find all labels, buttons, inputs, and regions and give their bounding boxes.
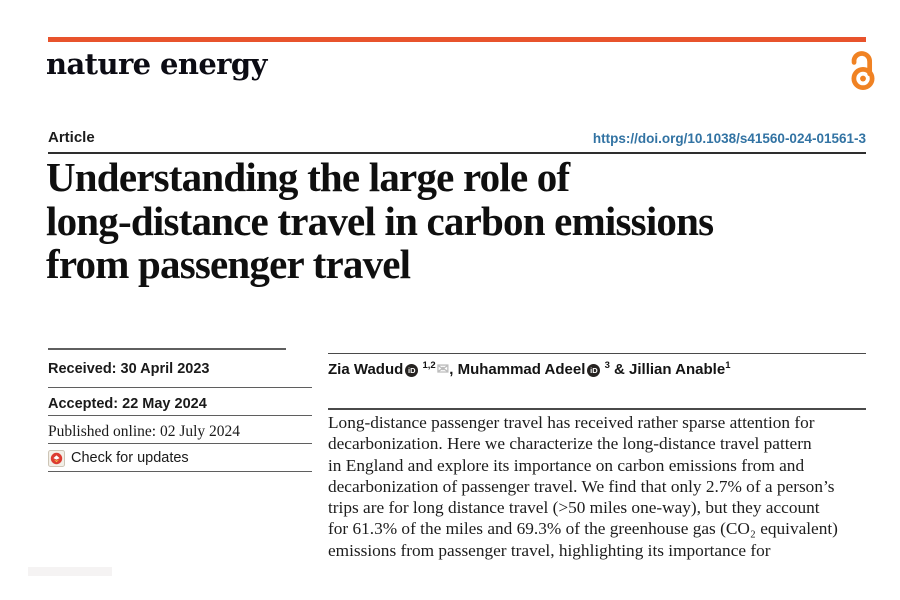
author-list: Zia Wadud iD 1,2✉, Muhammad Adeel iD 3 & J… <box>328 353 866 378</box>
author-name-2: Muhammad Adeel <box>457 361 586 378</box>
check-for-updates-label: Check for updates <box>71 449 189 466</box>
article-meta-column: Received: 30 April 2023 Accepted: 22 May… <box>48 348 312 472</box>
abstract-line: for 61.3% of the miles and 69.3% of the … <box>328 519 838 539</box>
email-icon[interactable]: ✉ <box>436 361 450 378</box>
orcid-icon[interactable]: iD <box>587 364 601 377</box>
orcid-icon[interactable]: iD <box>405 364 419 377</box>
abstract-line: trips are for long distance travel (>50 … <box>328 498 820 518</box>
journal-wordmark: nature energy <box>46 47 267 81</box>
open-access-icon <box>844 46 882 99</box>
accepted-date: Accepted: 22 May 2024 <box>48 386 312 415</box>
title-line-2: long-distance travel in carbon emissions <box>46 197 714 244</box>
article-type-label: Article <box>48 129 95 146</box>
author-separator: & <box>609 361 630 378</box>
abstract-line: decarbonization of passenger travel. We … <box>328 476 835 496</box>
abstract-line: Long-distance passenger travel has recei… <box>328 413 815 432</box>
published-online-date: Published online: 02 July 2024 <box>48 414 312 443</box>
received-date: Received: 30 April 2023 <box>48 360 210 377</box>
abstract-text: Long-distance passenger travel has recei… <box>328 412 878 561</box>
title-line-1: Understanding the large role of <box>46 154 570 200</box>
doi-link[interactable]: https://doi.org/10.1038/s41560-024-01561… <box>592 131 866 146</box>
meta-bottom-rule <box>48 470 312 472</box>
article-title: Understanding the large role of long-dis… <box>46 154 876 287</box>
title-line-3: from passenger travel <box>46 241 411 287</box>
crossmark-icon <box>48 449 65 471</box>
meta-top-rule <box>48 348 286 350</box>
abstract-rule <box>328 408 866 410</box>
check-for-updates-button[interactable]: Check for updates <box>48 442 312 471</box>
abstract-line: decarbonization. Here we characterize th… <box>328 434 812 454</box>
author-name-3: Jillian Anable <box>629 361 726 378</box>
author-affiliation-2: 3 <box>604 360 610 371</box>
author-name-1: Zia Wadud <box>328 361 404 378</box>
author-affiliation-3: 1 <box>725 360 731 371</box>
header-rule <box>48 152 866 154</box>
bottom-faint-artifact <box>28 567 112 576</box>
author-separator: , <box>449 361 458 378</box>
abstract-line: emissions from passenger travel, highlig… <box>328 540 771 560</box>
brand-top-rule <box>48 37 866 42</box>
author-affiliation-1: 1,2 <box>422 360 436 371</box>
abstract-line: in England and explore its importance on… <box>328 455 805 475</box>
